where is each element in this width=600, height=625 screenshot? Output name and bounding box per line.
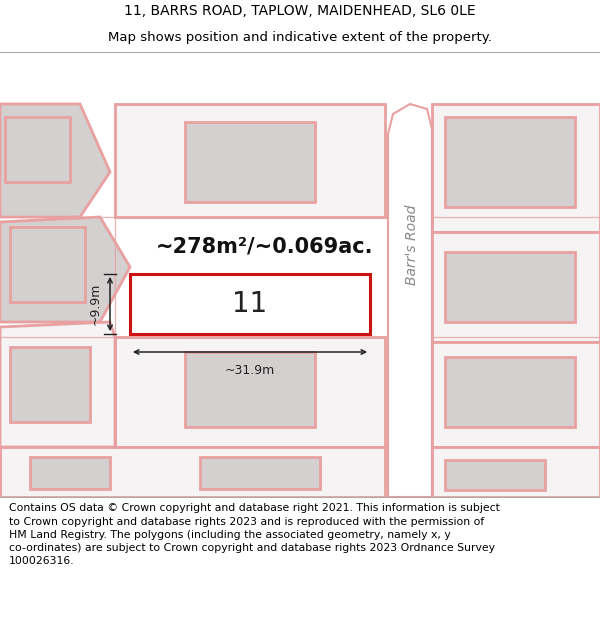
Polygon shape (130, 274, 370, 334)
Text: Map shows position and indicative extent of the property.: Map shows position and indicative extent… (108, 31, 492, 44)
Polygon shape (10, 347, 90, 422)
Text: 11, BARRS ROAD, TAPLOW, MAIDENHEAD, SL6 0LE: 11, BARRS ROAD, TAPLOW, MAIDENHEAD, SL6 … (124, 4, 476, 19)
Text: ~9.9m: ~9.9m (89, 282, 102, 325)
Polygon shape (445, 460, 545, 490)
Polygon shape (432, 342, 600, 447)
Polygon shape (200, 457, 320, 489)
Text: ~31.9m: ~31.9m (225, 364, 275, 377)
Polygon shape (445, 357, 575, 427)
Text: ~278m²/~0.069ac.: ~278m²/~0.069ac. (156, 237, 374, 257)
Polygon shape (432, 104, 600, 232)
Polygon shape (445, 117, 575, 207)
Polygon shape (432, 232, 600, 342)
Polygon shape (388, 104, 432, 497)
Polygon shape (0, 104, 110, 217)
Polygon shape (0, 322, 115, 447)
Polygon shape (432, 447, 600, 497)
Text: Barr's Road: Barr's Road (405, 204, 419, 285)
Polygon shape (185, 352, 315, 427)
Polygon shape (445, 252, 575, 322)
Polygon shape (0, 217, 130, 322)
Text: 11: 11 (232, 290, 268, 318)
Polygon shape (10, 227, 85, 302)
Polygon shape (5, 117, 70, 182)
Polygon shape (115, 337, 385, 447)
Polygon shape (0, 447, 385, 497)
Polygon shape (115, 104, 385, 217)
Polygon shape (30, 457, 110, 489)
Text: Contains OS data © Crown copyright and database right 2021. This information is : Contains OS data © Crown copyright and d… (9, 503, 500, 566)
Polygon shape (185, 122, 315, 202)
